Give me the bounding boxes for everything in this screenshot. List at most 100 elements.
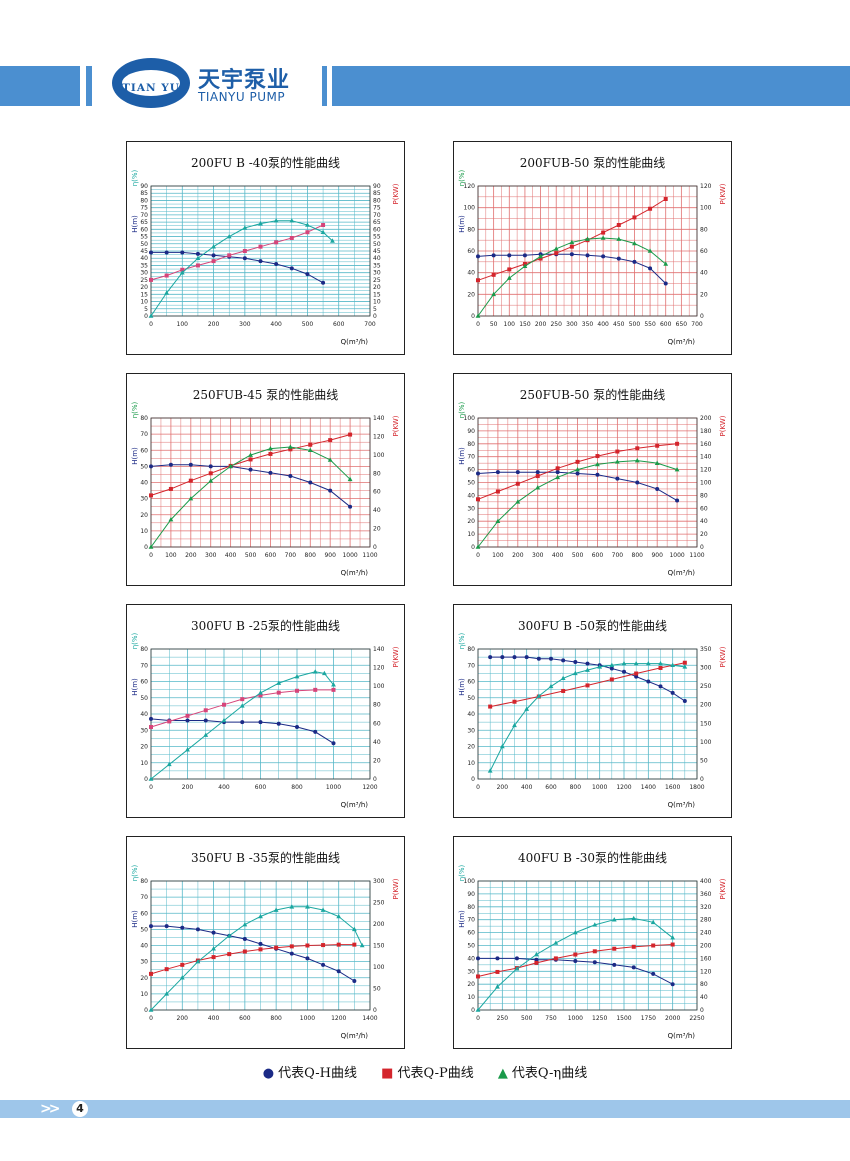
- chart-panel-8: 400FU B -30泵的性能曲线 0 250 500 750 1000 1250 1500 1…: [453, 836, 732, 1049]
- chart-panel-7: 350FU B -35泵的性能曲线 0 200 400 600 800 1000 1200 14…: [126, 836, 405, 1049]
- data-point-qp: [585, 683, 590, 688]
- right-tick-label: 100: [373, 683, 385, 690]
- data-point-qn: [553, 246, 559, 251]
- square-marker-icon: ■: [381, 1066, 394, 1081]
- data-point-qn: [320, 907, 326, 912]
- data-point-qp: [203, 708, 208, 713]
- right-tick-label: 60: [373, 720, 381, 727]
- left-tick-label: 10: [140, 528, 148, 535]
- data-point-qh: [305, 956, 310, 961]
- left-tick-label: 55: [140, 234, 148, 241]
- x-tick-label: 0: [149, 1015, 153, 1022]
- left-tick-label: 20: [140, 744, 148, 751]
- eta-axis-label: η(%): [131, 401, 139, 418]
- q-axis-label: Q(m³/h): [341, 801, 369, 809]
- data-point-qp: [634, 671, 639, 676]
- data-point-qp: [561, 688, 566, 693]
- data-point-qh: [313, 729, 318, 734]
- header-stripe-right: [332, 66, 850, 106]
- right-tick-label: 100: [700, 205, 712, 212]
- data-point-qp: [512, 699, 517, 704]
- data-point-qp: [295, 688, 299, 693]
- left-tick-label: 80: [140, 646, 148, 653]
- data-point-qp: [554, 251, 559, 256]
- x-tick-label: 1000: [592, 784, 607, 791]
- data-point-qn: [674, 467, 680, 472]
- data-point-qn: [211, 946, 216, 951]
- data-point-qh: [549, 656, 553, 661]
- data-point-qp: [164, 967, 169, 972]
- x-tick-label: 450: [613, 321, 625, 328]
- data-point-qn: [647, 248, 653, 253]
- x-tick-label: 2000: [665, 1015, 680, 1022]
- p-axis-label: P(KW): [719, 646, 727, 667]
- left-tick-label: 20: [140, 975, 148, 982]
- data-point-qh: [149, 250, 153, 255]
- left-tick-label: 10: [467, 760, 475, 767]
- x-tick-label: 900: [324, 552, 336, 559]
- data-point-qh: [208, 464, 213, 469]
- data-point-qp: [149, 493, 153, 498]
- p-axis-label: P(KW): [719, 183, 727, 204]
- data-point-qh: [585, 253, 590, 258]
- x-tick-label: 300: [566, 321, 578, 328]
- data-point-qh: [289, 266, 294, 271]
- right-tick-label: 50: [373, 241, 381, 248]
- right-tick-label: 40: [700, 270, 708, 277]
- data-point-qn: [495, 984, 500, 989]
- data-point-qn: [195, 255, 201, 261]
- data-point-qn: [512, 722, 517, 728]
- right-tick-label: 40: [373, 255, 381, 262]
- header-stripe-left: [0, 66, 80, 106]
- data-point-qh: [331, 741, 336, 746]
- left-tick-label: 0: [144, 313, 148, 320]
- right-tick-label: 80: [700, 981, 708, 988]
- right-tick-label: 100: [700, 739, 712, 746]
- right-tick-label: 80: [373, 197, 381, 204]
- x-tick-label: 350: [582, 321, 594, 328]
- data-point-qh: [308, 480, 313, 485]
- data-point-qn: [327, 457, 333, 462]
- data-point-qh: [242, 937, 247, 942]
- data-point-qh: [149, 924, 153, 929]
- plot-frame: [150, 417, 371, 548]
- data-point-qh: [648, 266, 653, 271]
- left-tick-label: 5: [144, 306, 148, 313]
- x-tick-label: 800: [570, 784, 582, 791]
- left-tick-label: 75: [140, 205, 148, 212]
- data-point-qp: [555, 466, 560, 471]
- data-point-qh: [211, 253, 216, 258]
- data-point-qn: [634, 457, 640, 463]
- left-tick-label: 85: [140, 190, 148, 197]
- left-tick-label: 90: [467, 891, 475, 898]
- data-point-qp: [180, 962, 185, 967]
- q-axis-label: Q(m³/h): [341, 1032, 369, 1040]
- plot-grid: [477, 648, 698, 780]
- data-point-qn: [168, 516, 174, 522]
- data-point-qn: [670, 662, 676, 668]
- h-axis-label: H(m): [131, 678, 139, 696]
- eta-axis-label: η(%): [458, 169, 466, 186]
- data-point-qh: [585, 661, 590, 666]
- data-point-qp: [575, 459, 580, 464]
- chart-title: 200FUB-50 泵的性能曲线: [520, 155, 666, 170]
- plot-frame: [150, 880, 371, 1011]
- right-tick-label: 0: [700, 544, 704, 551]
- x-tick-label: 550: [644, 321, 656, 328]
- data-point-qh: [288, 474, 293, 479]
- right-tick-label: 100: [700, 480, 712, 487]
- right-tick-label: 15: [373, 291, 381, 298]
- data-point-qp: [538, 256, 543, 261]
- q-axis-label: Q(m³/h): [341, 569, 369, 577]
- right-tick-label: 0: [373, 313, 377, 320]
- x-tick-label: 500: [572, 552, 584, 559]
- data-point-qh: [658, 684, 663, 689]
- data-point-qn: [487, 768, 493, 773]
- right-tick-label: 40: [373, 507, 381, 514]
- right-tick-label: 60: [700, 248, 708, 255]
- x-tick-label: 1500: [616, 1015, 631, 1022]
- data-point-qh: [185, 718, 190, 723]
- chart-panel-2: 200FUB-50 泵的性能曲线 0 50 100 150 200 250 300 350 400…: [453, 141, 732, 355]
